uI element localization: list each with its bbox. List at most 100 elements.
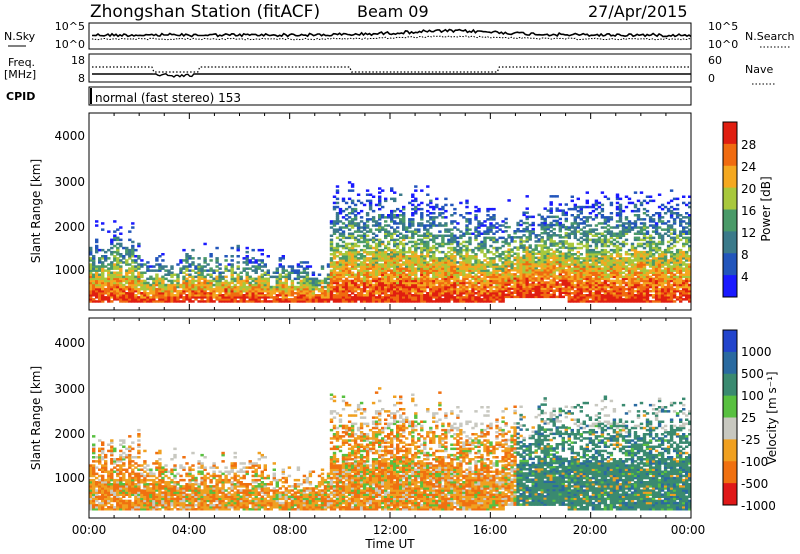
power-cell-2132 bbox=[396, 255, 400, 258]
power-cell-3307 bbox=[504, 225, 508, 229]
power-cell-1573 bbox=[350, 289, 355, 293]
power-cell-382 bbox=[137, 265, 141, 268]
power-cell-53 bbox=[95, 283, 99, 287]
power-cell-4702 bbox=[633, 220, 638, 223]
power-cell-3528 bbox=[528, 250, 532, 253]
power-cell-1090 bbox=[278, 298, 282, 301]
power-cell-712 bbox=[203, 283, 207, 287]
power-cell-2139 bbox=[396, 234, 400, 237]
power-cell-2482 bbox=[426, 269, 430, 272]
power-cell-4695 bbox=[633, 246, 638, 250]
power-cell-4459 bbox=[612, 259, 617, 262]
power-cell-4097 bbox=[582, 275, 586, 279]
power-cell-187 bbox=[113, 277, 117, 281]
power-cell-1720 bbox=[362, 275, 367, 279]
power-cell-2083 bbox=[393, 271, 397, 274]
power-cell-4032 bbox=[576, 269, 580, 272]
power-cell-2703 bbox=[444, 224, 448, 227]
power-cell-2851 bbox=[459, 263, 463, 266]
power-cell-3459 bbox=[522, 250, 526, 253]
power-cell-655 bbox=[191, 248, 195, 252]
power-cell-1952 bbox=[381, 250, 385, 254]
power-cell-3098 bbox=[483, 246, 487, 250]
power-cell-1803 bbox=[368, 250, 373, 254]
power-cell-4038 bbox=[576, 257, 580, 260]
power-cell-4912 bbox=[651, 230, 656, 233]
power-cell-4416 bbox=[609, 273, 614, 276]
power-cell-143 bbox=[107, 277, 111, 281]
power-cell-1488 bbox=[341, 234, 346, 237]
power-cell-358 bbox=[134, 279, 138, 283]
power-cell-1371 bbox=[332, 261, 337, 264]
power-cell-183 bbox=[113, 285, 117, 289]
power-cell-2372 bbox=[417, 287, 421, 291]
power-cell-4127 bbox=[585, 277, 589, 281]
power-cell-1372 bbox=[332, 257, 337, 260]
power-cell-1254 bbox=[311, 296, 316, 299]
power-cell-1259 bbox=[311, 285, 316, 289]
power-cell-229 bbox=[116, 238, 120, 242]
power-cell-1865 bbox=[374, 269, 379, 272]
power-cell-445 bbox=[152, 296, 156, 299]
power-cell-3406 bbox=[516, 227, 520, 231]
power-cell-1820 bbox=[371, 292, 376, 295]
power-cell-1565 bbox=[347, 205, 352, 209]
power-cell-2291 bbox=[411, 287, 415, 291]
power-cell-3943 bbox=[567, 236, 571, 240]
power-cell-3059 bbox=[480, 277, 484, 281]
power-cell-3555 bbox=[531, 258, 535, 262]
power-cell-3351 bbox=[510, 262, 514, 266]
power-cell-878 bbox=[236, 287, 240, 291]
power-cell-3747 bbox=[549, 234, 553, 237]
power-cell-2301 bbox=[411, 265, 415, 268]
power-cell-4892 bbox=[651, 283, 656, 287]
power-cell-4631 bbox=[627, 253, 632, 256]
power-cell-3659 bbox=[543, 285, 547, 288]
power-cell-4572 bbox=[621, 234, 626, 237]
power-cell-2767 bbox=[450, 236, 454, 240]
power-cell-4657 bbox=[630, 267, 635, 270]
power-cell-1085 bbox=[275, 275, 279, 279]
power-cell-4348 bbox=[603, 269, 608, 272]
power-cell-2030 bbox=[387, 214, 391, 217]
power-cell-1331 bbox=[329, 281, 334, 285]
power-cell-2881 bbox=[462, 265, 466, 268]
power-cell-2654 bbox=[441, 273, 445, 276]
power-cell-809 bbox=[221, 275, 225, 279]
power-cell-2843 bbox=[459, 283, 463, 287]
power-cell-1169 bbox=[293, 285, 298, 289]
power-cell-826 bbox=[224, 259, 228, 262]
power-cell-1915 bbox=[378, 228, 382, 231]
power-cell-628 bbox=[188, 285, 192, 289]
power-cell-2049 bbox=[390, 261, 394, 264]
power-cell-766 bbox=[215, 296, 219, 299]
power-cell-3959 bbox=[570, 275, 574, 279]
power-cell-451 bbox=[152, 283, 156, 287]
power-cell-2151 bbox=[399, 289, 403, 293]
power-cell-3629 bbox=[540, 273, 544, 276]
power-cell-3408 bbox=[516, 221, 520, 225]
power-cell-4381 bbox=[606, 277, 611, 281]
power-cell-4213 bbox=[591, 253, 596, 256]
power-cell-2733 bbox=[447, 246, 451, 250]
power-cell-3898 bbox=[564, 258, 568, 262]
power-cell-4566 bbox=[621, 261, 626, 264]
power-cell-4913 bbox=[651, 226, 656, 229]
power-cell-2400 bbox=[420, 292, 424, 295]
freq-unit-label: [MHz] bbox=[4, 68, 36, 81]
power-cell-741 bbox=[209, 289, 213, 293]
power-cell-2471 bbox=[426, 296, 430, 299]
power-cell-2232 bbox=[405, 279, 409, 283]
power-cell-3704 bbox=[546, 262, 550, 266]
power-cell-4350 bbox=[603, 265, 608, 268]
power-cell-87 bbox=[98, 265, 102, 268]
power-cell-3738 bbox=[549, 256, 553, 260]
power-cell-2675 bbox=[444, 300, 448, 303]
power-cell-1170 bbox=[293, 277, 298, 281]
power-cell-2807 bbox=[453, 207, 457, 211]
power-cell-4442 bbox=[612, 296, 617, 299]
power-cell-3088 bbox=[483, 275, 487, 279]
power-cell-2072 bbox=[393, 296, 397, 299]
power-cell-4598 bbox=[624, 250, 629, 254]
power-cell-1446 bbox=[338, 261, 343, 264]
